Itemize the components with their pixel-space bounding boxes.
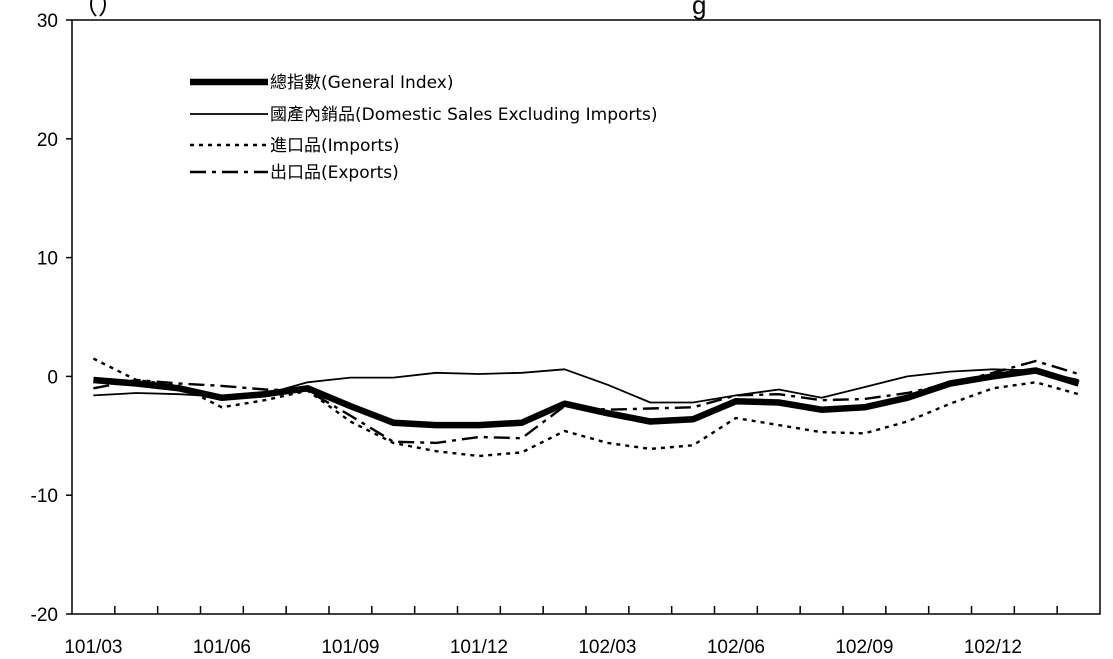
y-axis: 30 20 10 0 -10 -20 — [31, 11, 72, 626]
x-tick-label: 102/03 — [578, 637, 636, 658]
x-tick-label: 102/09 — [835, 637, 893, 658]
x-tick-label: 101/03 — [64, 637, 122, 658]
clipped-title-fragment: g — [692, 0, 706, 20]
x-tick-label: 102/12 — [964, 637, 1022, 658]
series-line-dotted — [92, 357, 1079, 458]
x-tick-label: 101/06 — [193, 637, 251, 658]
series-layer — [92, 357, 1080, 458]
x-tick-label: 102/06 — [707, 637, 765, 658]
legend: 總指數(General Index) 國產內銷品(Domestic Sales E… — [190, 73, 658, 183]
y-tick-label: 10 — [37, 249, 58, 270]
legend-label: 國產內銷品(Domestic Sales Excluding Imports) — [270, 105, 658, 125]
y-tick-label: -10 — [31, 486, 58, 507]
legend-label: 進口品(Imports) — [270, 136, 400, 156]
x-axis: 101/03 101/06 101/09 101/12 102/03 102/06 102/… — [64, 606, 1058, 658]
series-line-thick — [93, 367, 1080, 429]
x-tick-label: 101/09 — [321, 637, 379, 658]
y-tick-label: 0 — [47, 367, 58, 388]
y-tick-label: -20 — [31, 605, 58, 626]
y-tick-label: 20 — [37, 130, 58, 151]
clipped-title-fragment: （） — [72, 0, 124, 20]
x-tick-label: 101/12 — [450, 637, 508, 658]
legend-label: 出口品(Exports) — [270, 163, 399, 183]
y-tick-label: 30 — [37, 11, 58, 32]
legend-label: 總指數(General Index) — [270, 73, 453, 93]
